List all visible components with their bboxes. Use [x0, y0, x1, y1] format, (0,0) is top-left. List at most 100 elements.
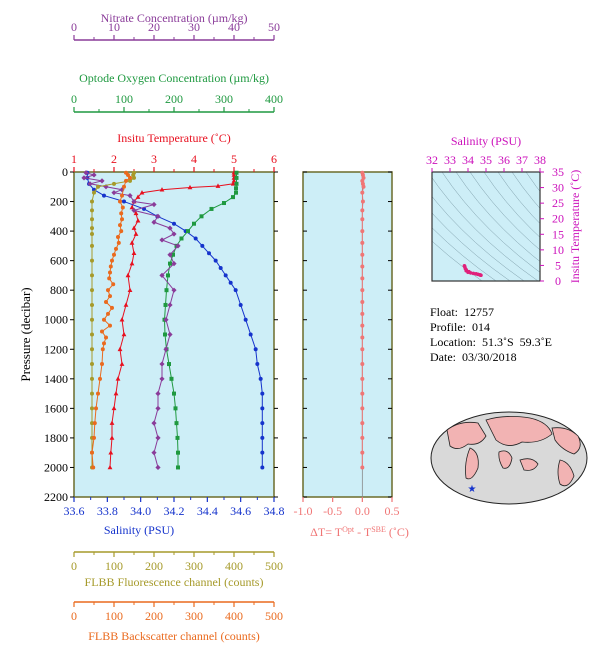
delta-point	[360, 311, 365, 316]
backscatter-point	[106, 311, 110, 316]
oxygen-axis-title: Optode Oxygen Concentration (µm/kg)	[79, 71, 269, 85]
oxygen-point	[173, 406, 178, 411]
delta-label-unit: (˚C)	[386, 525, 409, 539]
delta-point	[360, 465, 365, 470]
temperature-point	[119, 361, 125, 366]
fluorescence-point	[132, 175, 136, 180]
nitrate-point	[167, 302, 173, 308]
ts-x-tick-label: 36	[498, 153, 510, 167]
salinity-tick-label: 34.6	[230, 504, 251, 518]
fluorescence-series-line	[91, 172, 135, 468]
fluorescence-series	[90, 170, 136, 470]
oxygen-point	[167, 362, 171, 367]
salinity-tick-label: 33.6	[64, 504, 85, 518]
map-land	[446, 421, 487, 449]
backscatter-series-line	[91, 172, 131, 468]
fluorescence-point	[90, 421, 94, 426]
map-land	[551, 427, 581, 455]
profile-plot-area	[74, 172, 274, 497]
oxygen-tick-label: 400	[265, 92, 283, 106]
y-tick-label: 400	[50, 224, 68, 238]
salinity-point	[200, 243, 205, 248]
temperature-point	[123, 302, 129, 307]
delta-t-panel: -1.0 -0.5 0.0 0.5 ΔT= TOpt - TSBE (˚C)	[294, 170, 409, 539]
nitrate-tick-label: 30	[188, 20, 200, 34]
backscatter-point	[119, 229, 124, 234]
backscatter-point	[111, 282, 116, 287]
nitrate-point	[163, 346, 169, 352]
salinity-tick-label: 34.8	[264, 504, 285, 518]
backscatter-tick-label: 400	[225, 609, 243, 623]
temperature-tick-label: 1	[71, 152, 77, 166]
temperature-point	[121, 331, 127, 337]
ts-point	[467, 269, 471, 274]
salinity-point	[260, 435, 265, 440]
oxygen-tick-label: 100	[115, 92, 133, 106]
ts-contour	[432, 177, 539, 281]
ts-contour	[441, 172, 540, 273]
temperature-tick-label: 3	[151, 152, 157, 166]
salinity-point	[213, 258, 218, 263]
ts-x-axis-title: Salinity (PSU)	[451, 134, 521, 148]
temperature-point	[231, 178, 237, 183]
fluorescence-point	[90, 406, 94, 411]
fluorescence-tick-label: 0	[71, 559, 77, 573]
backscatter-tick-label: 200	[145, 609, 163, 623]
profile-number: Profile: 014	[430, 320, 490, 334]
nitrate-point	[87, 181, 93, 187]
ts-contour	[483, 172, 540, 238]
salinity-point	[193, 236, 198, 241]
salinity-point	[243, 317, 248, 322]
backscatter-point	[120, 217, 124, 222]
backscatter-point	[108, 294, 112, 299]
nitrate-point	[81, 175, 87, 181]
nitrate-axis: 0 10 20 30 40 50 Nitrate Concentration (µm/kg)	[71, 11, 280, 41]
salinity-axis: 33.6 33.8 34.0 34.2 34.4 34.6 34.8 Salinity (PS…	[64, 497, 285, 537]
delta-point	[360, 288, 365, 293]
fluorescence-point	[90, 243, 94, 248]
delta-label-sup-opt: Opt	[342, 525, 355, 534]
ts-y-tick-label: 0	[555, 274, 561, 288]
world-map: ★	[430, 411, 588, 505]
temperature-point	[133, 210, 139, 216]
delta-x-tick-label: 0.0	[355, 504, 370, 518]
nitrate-point	[131, 207, 137, 214]
fluorescence-axis-title: FLBB Fluorescence channel (counts)	[85, 575, 264, 589]
y-tick-label: 1800	[44, 431, 68, 445]
backscatter-tick-label: 300	[185, 609, 203, 623]
nitrate-point	[155, 213, 161, 219]
backscatter-point	[104, 335, 108, 340]
y-tick-label: 1000	[44, 313, 68, 327]
nitrate-point	[167, 331, 173, 338]
salinity-axis-title: Salinity (PSU)	[104, 523, 174, 537]
nitrate-tick-label: 20	[148, 20, 160, 34]
fluorescence-point	[90, 226, 94, 231]
temperature-point	[119, 317, 125, 322]
temperature-point	[215, 183, 221, 188]
temperature-tick-label: 2	[111, 152, 117, 166]
y-tick-label: 0	[62, 165, 68, 179]
nitrate-point	[163, 317, 169, 323]
salinity-point	[258, 376, 263, 381]
nitrate-point	[99, 178, 105, 184]
delta-point	[361, 184, 366, 189]
fluorescence-point	[90, 347, 94, 352]
temperature-point	[129, 204, 135, 210]
nitrate-point	[83, 170, 89, 176]
nitrate-point	[167, 252, 173, 258]
ts-y-tick-label: 10	[552, 243, 564, 257]
temperature-point	[117, 346, 123, 352]
ts-y-tick-label: 30	[552, 181, 564, 195]
salinity-point	[172, 221, 176, 226]
oxygen-point	[163, 302, 168, 307]
delta-point	[360, 362, 365, 367]
nitrate-point	[127, 193, 133, 199]
ts-contour	[497, 172, 540, 225]
backscatter-point	[100, 329, 104, 334]
backscatter-point	[100, 347, 105, 352]
nitrate-tick-label: 0	[71, 20, 77, 34]
oxygen-point	[163, 332, 167, 337]
backscatter-point	[128, 175, 132, 180]
nitrate-point	[91, 172, 97, 178]
